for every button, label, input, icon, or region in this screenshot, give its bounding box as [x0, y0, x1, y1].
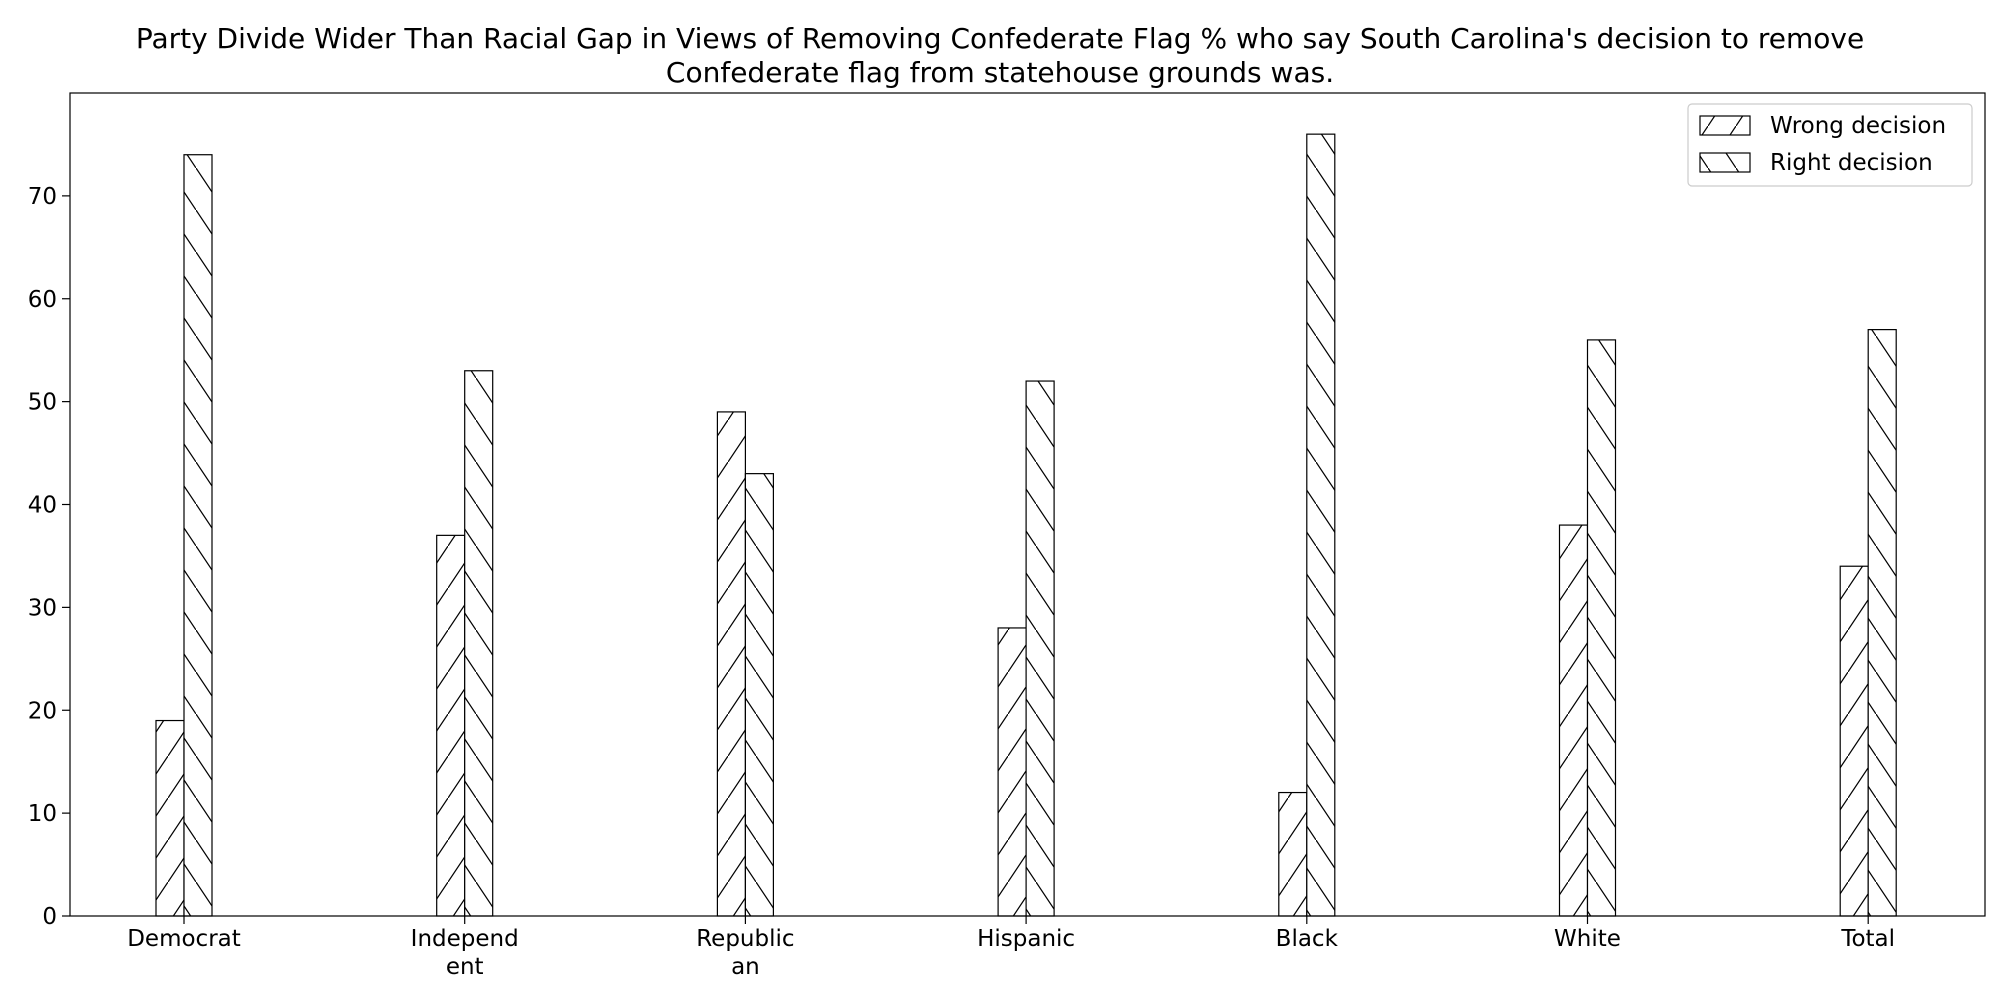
y-tick-label: 10: [28, 801, 57, 827]
bar-right-decision-republican: [744, 473, 775, 917]
x-tick-label: Republic: [696, 926, 794, 952]
bar-wrong-decision-republican: [716, 411, 747, 917]
bar-right-decision-white: [1586, 339, 1617, 917]
bar-wrong-decision-total: [1839, 565, 1869, 917]
title-line: Confederate flag from statehouse grounds…: [666, 56, 1334, 89]
legend-swatch: [1699, 152, 1751, 173]
bar-right-decision-democrat: [183, 154, 213, 917]
bar-wrong-decision-white: [1558, 524, 1589, 917]
legend-label: Right decision: [1770, 150, 1933, 176]
bar-right-decision-independent: [464, 370, 494, 917]
y-tick-label: 60: [28, 287, 57, 313]
y-tick-label: 30: [28, 595, 57, 621]
x-tick-label: ent: [446, 954, 484, 980]
bar-right-decision-total: [1867, 329, 1897, 917]
y-tick-label: 40: [28, 493, 57, 519]
bar-wrong-decision-democrat: [155, 719, 185, 917]
legend-box: [1687, 103, 1973, 187]
legend-swatch: [1699, 115, 1751, 136]
legend-label: Wrong decision: [1770, 113, 1946, 139]
bar-right-decision-black: [1306, 133, 1336, 917]
bar-wrong-decision-hispanic: [997, 627, 1027, 917]
bar-wrong-decision-black: [1278, 791, 1308, 917]
y-axis: 0 10 20 30 40 50 60 70: [28, 184, 70, 930]
bars: [155, 133, 1897, 917]
x-tick-label: Hispanic: [977, 926, 1075, 952]
x-tick-label: White: [1554, 926, 1621, 952]
x-tick-label: Total: [1840, 926, 1895, 952]
bar-wrong-decision-independent: [436, 534, 466, 917]
x-tick-label: Black: [1276, 926, 1339, 952]
y-tick-label: 0: [42, 904, 57, 930]
x-tick-label: an: [731, 954, 760, 980]
y-tick-label: 70: [28, 184, 57, 210]
chart-title: Party Divide Wider Than Racial Gap in Vi…: [136, 22, 1864, 89]
y-tick-label: 50: [28, 390, 57, 416]
bar-right-decision-hispanic: [1025, 380, 1055, 917]
x-tick-label: Democrat: [127, 926, 241, 952]
y-tick-label: 20: [28, 698, 57, 724]
legend: Wrong decision Right decision: [1687, 103, 1973, 187]
x-tick-label: Independ: [411, 926, 519, 952]
title-line: Party Divide Wider Than Racial Gap in Vi…: [136, 22, 1864, 55]
